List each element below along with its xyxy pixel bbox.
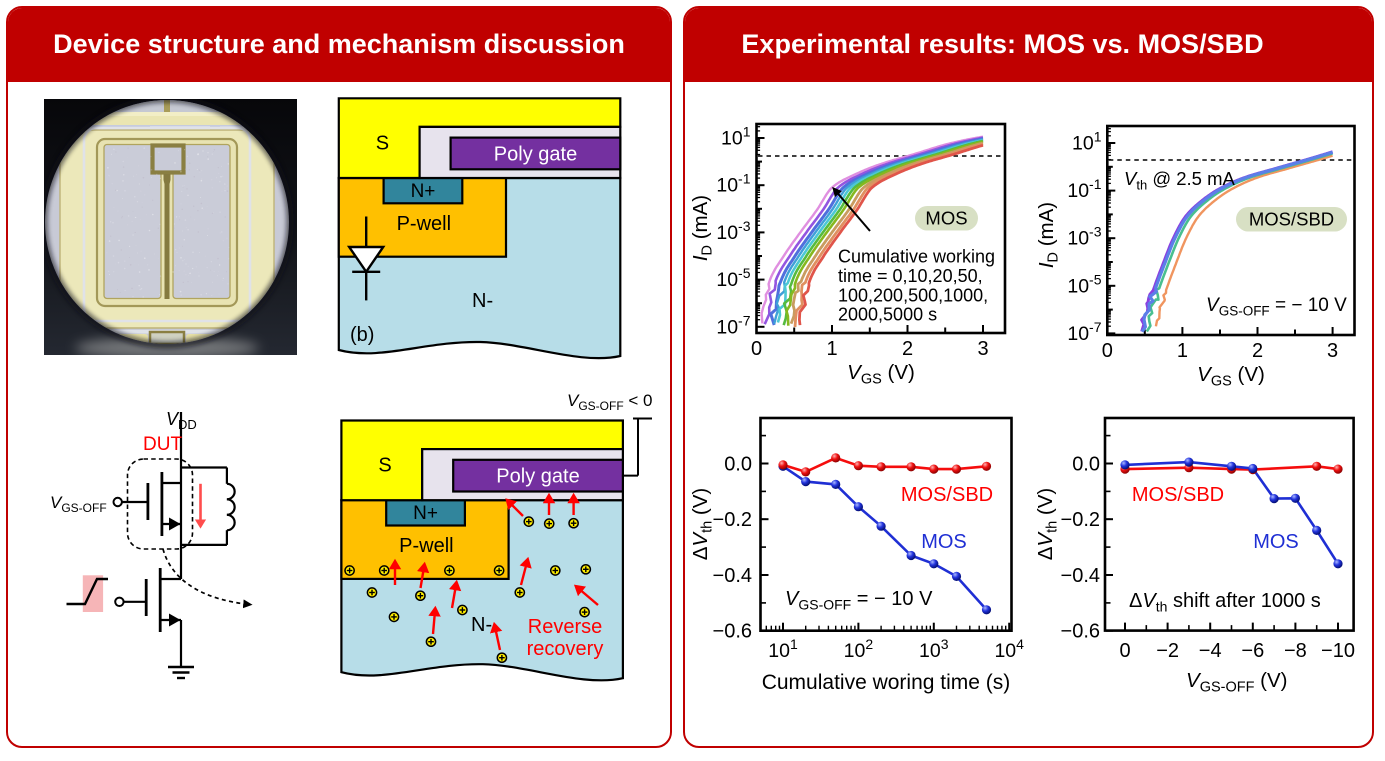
svg-text:Cumulative woring time (s): Cumulative woring time (s) bbox=[762, 671, 1011, 694]
svg-text:10-5: 10-5 bbox=[716, 265, 750, 291]
svg-text:0: 0 bbox=[751, 338, 762, 360]
svg-text:101: 101 bbox=[1072, 129, 1102, 155]
svg-text:−0.6: −0.6 bbox=[713, 621, 752, 643]
svg-text:2: 2 bbox=[902, 338, 913, 360]
svg-text:10-3: 10-3 bbox=[716, 218, 750, 244]
svg-text:VGS-OFF = − 10 V: VGS-OFF = − 10 V bbox=[785, 588, 933, 613]
svg-text:−4: −4 bbox=[1199, 640, 1222, 662]
svg-text:−0.6: −0.6 bbox=[1061, 621, 1100, 643]
svg-text:2000,5000 s: 2000,5000 s bbox=[838, 305, 937, 325]
svg-text:S: S bbox=[376, 132, 389, 154]
svg-text:MOS/SBD: MOS/SBD bbox=[1249, 209, 1334, 230]
svg-text:MOS/SBD: MOS/SBD bbox=[901, 484, 993, 506]
svg-text:VGS-OFF < 0: VGS-OFF < 0 bbox=[567, 391, 653, 413]
svg-text:2: 2 bbox=[1252, 340, 1263, 362]
svg-text:MOS: MOS bbox=[925, 208, 967, 229]
svg-text:P-well: P-well bbox=[399, 535, 453, 557]
svg-text:−6: −6 bbox=[1241, 640, 1264, 662]
svg-text:101: 101 bbox=[768, 636, 798, 662]
svg-text:1: 1 bbox=[1177, 340, 1188, 362]
svg-text:MOS/SBD: MOS/SBD bbox=[1132, 484, 1224, 506]
svg-text:100,200,500,1000,: 100,200,500,1000, bbox=[838, 285, 988, 305]
svg-text:N-: N- bbox=[472, 290, 493, 312]
svg-text:ΔVth (V): ΔVth (V) bbox=[1034, 488, 1061, 561]
svg-text:10-7: 10-7 bbox=[1067, 319, 1101, 345]
svg-text:(b): (b) bbox=[350, 324, 374, 346]
svg-text:Vth @ 2.5 mA: Vth @ 2.5 mA bbox=[1124, 168, 1236, 193]
svg-text:0.0: 0.0 bbox=[724, 454, 752, 476]
svg-text:N+: N+ bbox=[411, 181, 436, 202]
svg-text:10-1: 10-1 bbox=[1067, 176, 1101, 202]
svg-text:ID (mA): ID (mA) bbox=[1035, 202, 1062, 268]
svg-text:−0.4: −0.4 bbox=[713, 565, 752, 587]
svg-text:ΔVth shift after 1000 s: ΔVth shift after 1000 s bbox=[1129, 590, 1321, 615]
svg-text:1: 1 bbox=[826, 338, 837, 360]
svg-text:102: 102 bbox=[844, 636, 874, 662]
svg-text:103: 103 bbox=[919, 636, 949, 662]
svg-text:recovery: recovery bbox=[527, 638, 604, 660]
svg-text:N+: N+ bbox=[413, 503, 438, 524]
svg-text:S: S bbox=[378, 455, 391, 477]
svg-text:Cumulative working: Cumulative working bbox=[838, 247, 995, 267]
svg-text:VGS-OFF (V): VGS-OFF (V) bbox=[1186, 669, 1288, 696]
svg-text:MOS: MOS bbox=[1253, 531, 1299, 553]
svg-text:10-5: 10-5 bbox=[1067, 271, 1101, 297]
svg-text:Reverse: Reverse bbox=[528, 616, 602, 638]
svg-text:N-: N- bbox=[471, 614, 492, 636]
svg-text:0.0: 0.0 bbox=[1072, 454, 1100, 476]
svg-text:−2: −2 bbox=[1156, 640, 1179, 662]
svg-text:0: 0 bbox=[1119, 640, 1130, 662]
svg-text:ID (mA): ID (mA) bbox=[689, 195, 716, 261]
svg-text:3: 3 bbox=[977, 338, 988, 360]
svg-text:104: 104 bbox=[994, 636, 1024, 662]
svg-text:3: 3 bbox=[1327, 340, 1338, 362]
svg-text:VGS-OFF: VGS-OFF bbox=[50, 493, 107, 515]
svg-text:VGS (V): VGS (V) bbox=[847, 361, 915, 388]
svg-text:10-3: 10-3 bbox=[1067, 224, 1101, 250]
svg-text:ΔVth (V): ΔVth (V) bbox=[689, 488, 716, 561]
svg-text:−0.4: −0.4 bbox=[1061, 565, 1100, 587]
svg-text:P-well: P-well bbox=[397, 213, 451, 235]
svg-text:−0.2: −0.2 bbox=[713, 509, 752, 531]
svg-text:time = 0,10,20,50,: time = 0,10,20,50, bbox=[838, 266, 983, 286]
svg-text:10-7: 10-7 bbox=[716, 312, 750, 338]
svg-text:10-1: 10-1 bbox=[716, 171, 750, 197]
svg-text:VGS-OFF = − 10 V: VGS-OFF = − 10 V bbox=[1206, 295, 1347, 319]
svg-text:−8: −8 bbox=[1284, 640, 1307, 662]
svg-text:Poly gate: Poly gate bbox=[496, 466, 579, 488]
svg-text:MOS: MOS bbox=[921, 531, 967, 553]
svg-text:VGS (V): VGS (V) bbox=[1197, 363, 1265, 390]
svg-text:VDD: VDD bbox=[166, 409, 197, 432]
svg-text:0: 0 bbox=[1102, 340, 1113, 362]
svg-text:Poly gate: Poly gate bbox=[494, 143, 577, 165]
svg-text:−0.2: −0.2 bbox=[1061, 509, 1100, 531]
svg-text:DUT: DUT bbox=[143, 434, 182, 455]
svg-text:101: 101 bbox=[721, 124, 751, 150]
svg-text:−10: −10 bbox=[1321, 640, 1355, 662]
